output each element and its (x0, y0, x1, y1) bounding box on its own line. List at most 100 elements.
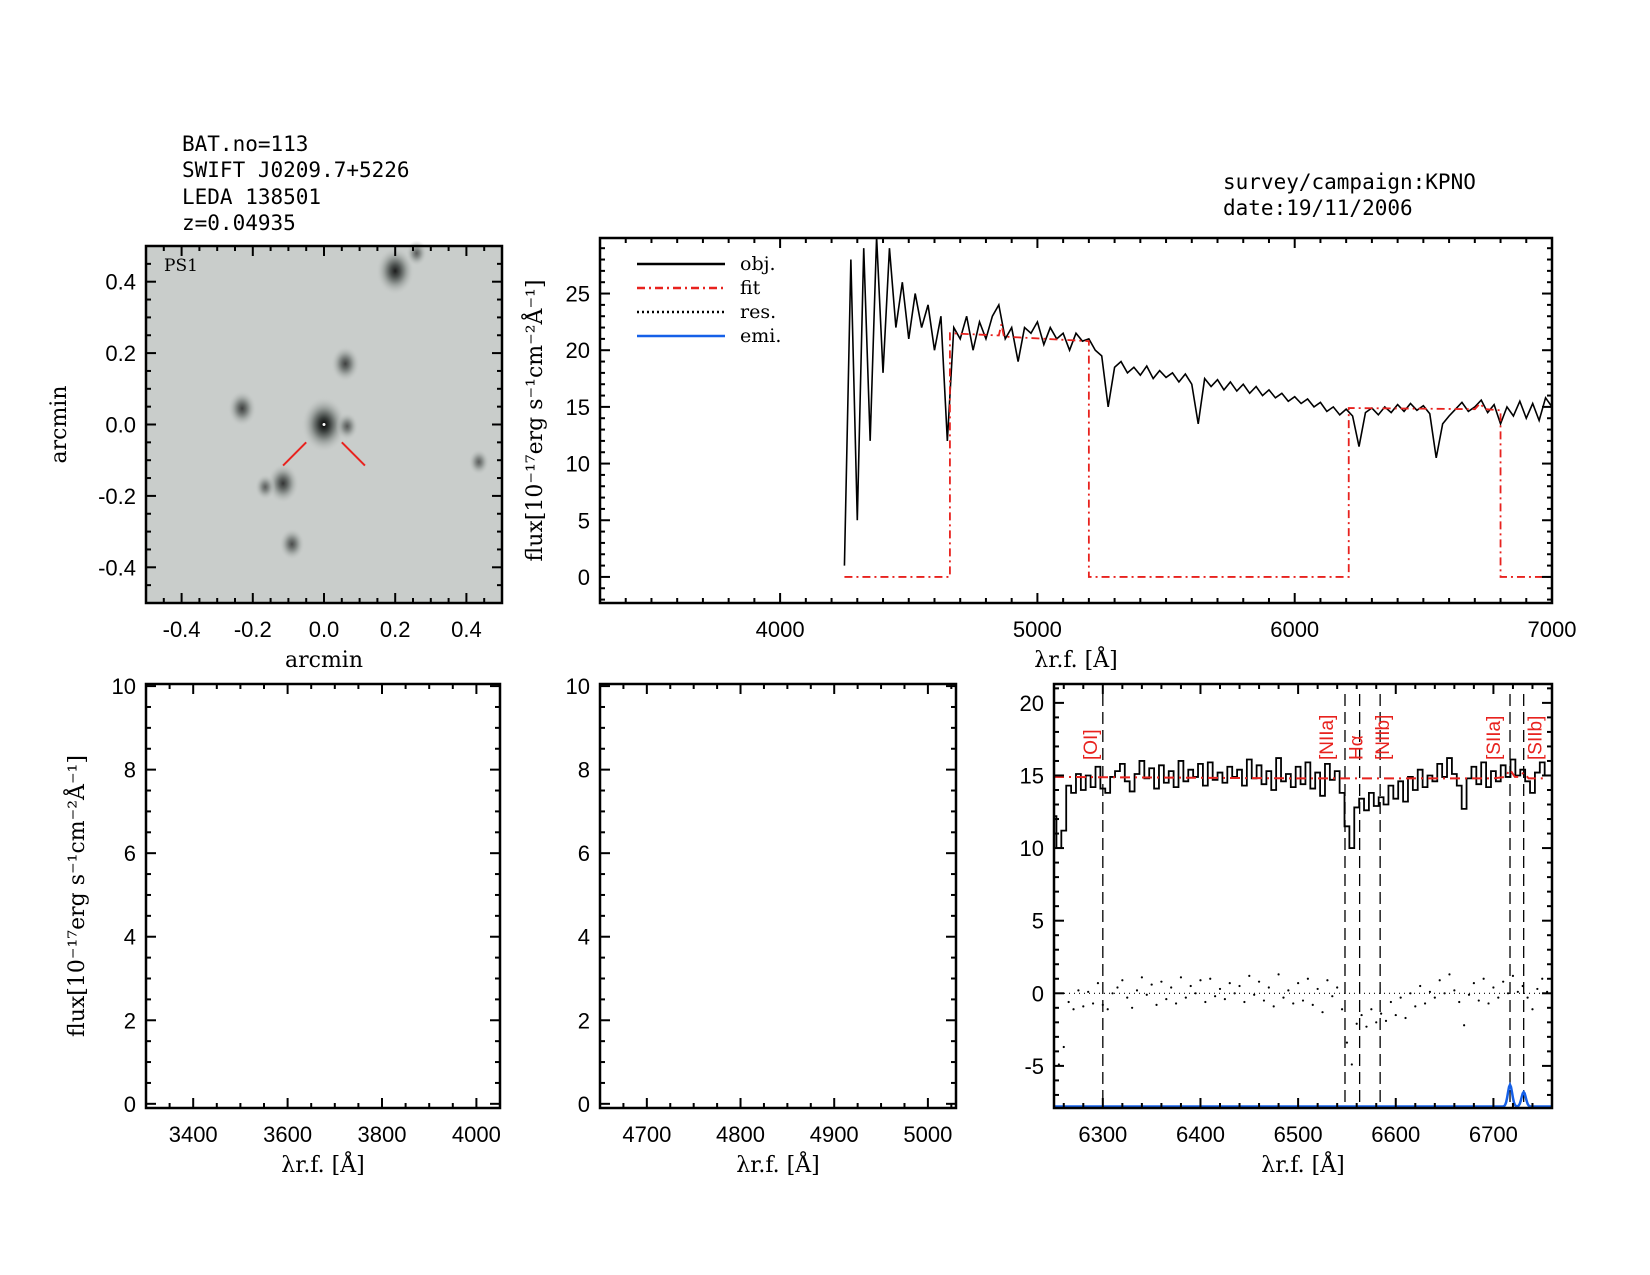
plot-frame (144, 244, 504, 605)
y-tick-label: 20 (566, 338, 590, 363)
legend-label: obj. (740, 253, 776, 275)
y-tick-label: 4 (578, 925, 590, 950)
x-tick-label: 6500 (1274, 1122, 1323, 1147)
x-tick-label: 5000 (903, 1122, 952, 1147)
y-tick-label: 15 (566, 395, 590, 420)
residual-point (1477, 999, 1480, 1002)
plot-panel-4: 6300 6400 6500 6600 6700 -5 0 5 10 15 20 λr.f. [Å] (1020, 682, 1554, 1178)
residual-point (1531, 1008, 1534, 1011)
residual-point (1423, 1002, 1427, 1005)
residual-point (1126, 996, 1129, 999)
source-center-marker (322, 423, 326, 426)
x-tick-label: 6000 (1270, 617, 1319, 642)
residual-point (1150, 983, 1153, 986)
y-tick-label: 0.0 (105, 413, 136, 438)
residual-point (1165, 997, 1168, 1001)
y-axis-label: arcmin (47, 385, 72, 463)
residual-point (1204, 1000, 1207, 1004)
source-blob (330, 345, 360, 382)
residual-point (1214, 995, 1217, 998)
y-tick-label: 5 (578, 508, 590, 533)
residual-point (1306, 977, 1309, 980)
x-tick-label: 4700 (622, 1122, 671, 1147)
residual-point (1350, 1063, 1353, 1066)
residual-point (1336, 986, 1339, 989)
residual-point (1101, 1003, 1104, 1007)
plot-panel-0: -0.4 -0.2 0.0 0.2 0.4 -0.4 -0.2 0.0 0.2 0.4 arcmin… (47, 244, 504, 673)
header-survey: survey/campaign:KPNO (1223, 170, 1476, 194)
x-axis-label: λr.f. [Å] (1261, 1150, 1344, 1178)
y-tick-label: 0 (578, 1092, 590, 1117)
residual-point (1223, 997, 1226, 1001)
residual-point (1458, 1000, 1461, 1004)
residual-point (1394, 1013, 1397, 1017)
residual-point (1482, 977, 1485, 980)
residual-point (1467, 993, 1471, 996)
residual-point (1472, 982, 1475, 985)
series-fit-line (844, 323, 1552, 578)
source-blob (279, 528, 305, 561)
residual-point (1228, 982, 1231, 985)
residual-point (1375, 1021, 1378, 1024)
residual-point (1062, 1045, 1065, 1049)
residual-point (1131, 1006, 1134, 1009)
residual-point (1497, 996, 1500, 999)
residual-point (1096, 982, 1100, 985)
residual-point (1487, 1002, 1490, 1005)
x-tick-label: 7000 (1528, 617, 1577, 642)
y-tick-label: -0.4 (98, 555, 136, 580)
residual-point (1091, 1002, 1095, 1005)
x-tick-label: 3600 (263, 1122, 312, 1147)
residual-point (1326, 979, 1329, 982)
zoom-series-group (1054, 694, 1552, 1108)
residual-point (1438, 979, 1441, 982)
y-tick-label: 10 (566, 674, 590, 699)
x-tick-label: -0.2 (234, 617, 272, 642)
source-blob (406, 240, 427, 267)
x-tick-label: 4800 (716, 1122, 765, 1147)
x-tick-label: 0.4 (451, 617, 482, 642)
y-axis-label: flux[10⁻¹⁷erg s⁻¹cm⁻²Å⁻¹] (62, 755, 90, 1037)
residual-point (1072, 1008, 1075, 1011)
residual-point (1311, 1003, 1314, 1007)
residual-point (1536, 987, 1539, 991)
x-axis-label: λr.f. [Å] (281, 1150, 364, 1178)
x-tick-label: 3400 (169, 1122, 218, 1147)
residual-point (1448, 973, 1451, 976)
y-tick-label: 4 (124, 925, 136, 950)
residual-point (1253, 993, 1256, 996)
residual-point (1160, 980, 1163, 983)
plot-frame (598, 682, 958, 1110)
y-tick-label: 0.4 (105, 270, 136, 295)
legend-label: fit (740, 277, 761, 299)
residual-point (1331, 995, 1334, 998)
header-right: survey/campaign:KPNO date:19/11/2006 (1223, 170, 1476, 220)
y-tick-label: 10 (112, 674, 136, 699)
residual-point (1292, 1002, 1295, 1005)
y-tick-label: 0 (578, 565, 590, 590)
y-tick-label: 5 (1032, 909, 1044, 934)
image-survey-label: PS1 (164, 256, 198, 276)
residual-point (1170, 986, 1173, 989)
line-label: [NIIa] (1317, 715, 1338, 760)
residual-point (1419, 984, 1422, 988)
target-marker-right (341, 441, 366, 467)
residual-point (1262, 999, 1266, 1002)
residual-point (1238, 984, 1241, 988)
plot-panel-2: 3400 3600 3800 4000 0 2 4 6 8 10 λr.f. [Å] flux[10⁻… (62, 674, 502, 1178)
residual-point (1135, 989, 1139, 992)
residual-point (1179, 976, 1183, 979)
x-tick-label: 6700 (1469, 1122, 1518, 1147)
residual-point (1399, 996, 1402, 999)
y-tick-label: 10 (566, 452, 590, 477)
residual-point (1414, 1005, 1417, 1008)
x-tick-label: 0.2 (380, 617, 411, 642)
residual-point (1184, 996, 1187, 999)
x-tick-label: 3800 (358, 1122, 407, 1147)
residual-point (1116, 986, 1119, 989)
residual-point (1541, 977, 1544, 980)
header-bat-number: BAT.no=113 (182, 132, 308, 156)
residual-point (1111, 992, 1114, 995)
x-axis-label: arcmin (285, 648, 363, 673)
